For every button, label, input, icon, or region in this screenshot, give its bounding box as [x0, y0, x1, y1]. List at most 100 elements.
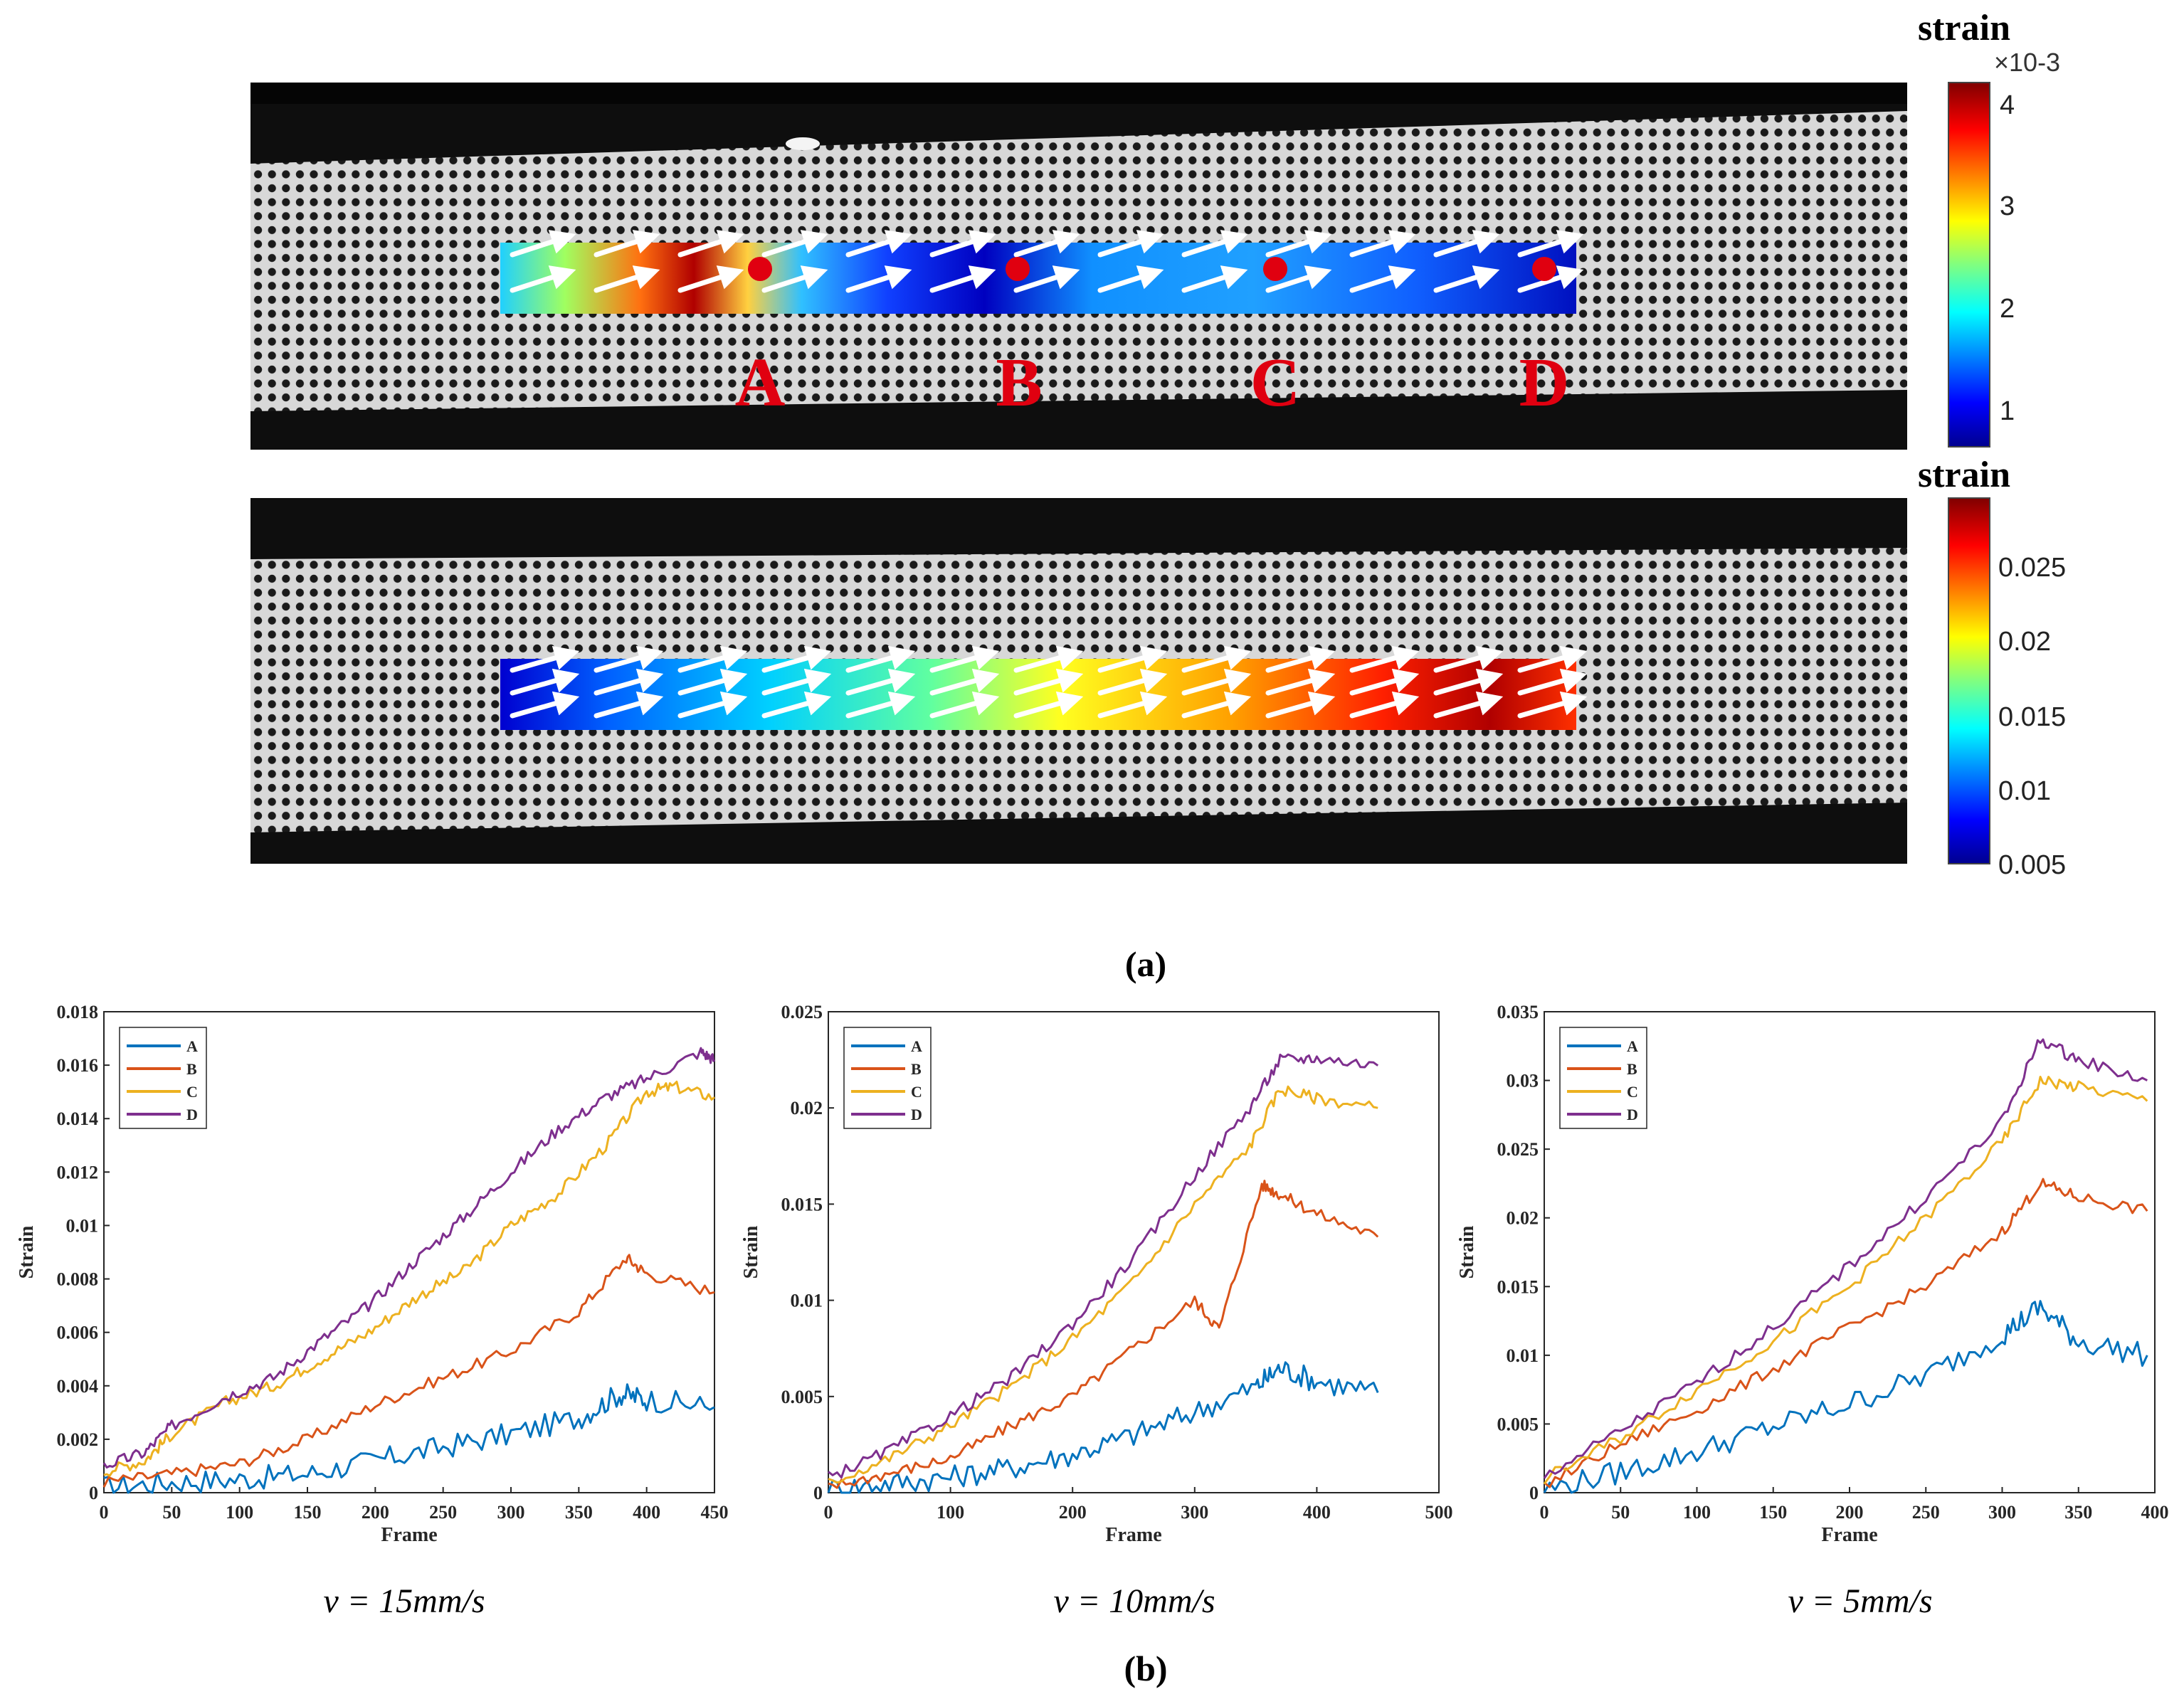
top-colorbar-tick: 2: [2000, 294, 2015, 324]
displacement-arrow: [1349, 230, 1416, 258]
displacement-arrow: [1517, 230, 1584, 258]
top-strain-map: A B C D: [250, 83, 1907, 450]
displacement-arrow: [1013, 668, 1084, 696]
y-tick-label: 0.01: [1507, 1345, 1539, 1366]
displacement-arrow: [1517, 265, 1584, 293]
series-line-b: [102, 1254, 715, 1488]
bottom-strain-map: [250, 498, 1907, 864]
y-tick-label: 0: [1529, 1483, 1539, 1503]
point-marker-a: [748, 257, 772, 281]
legend: [843, 1027, 932, 1129]
top-colorbar-tick: 1: [2000, 396, 2015, 426]
point-marker-b: [1006, 257, 1030, 281]
displacement-arrow: [594, 265, 660, 293]
y-tick-label: 0: [813, 1483, 823, 1503]
strain-chart-2: 0 100 200 300 400 500 0 0.005 0.01 0.015 0.02 0.025…: [740, 1002, 1453, 1546]
y-tick-label: 0.018: [57, 1002, 99, 1022]
displacement-arrow: [1181, 645, 1252, 673]
series-line-b: [828, 1180, 1379, 1489]
displacement-arrow: [1265, 668, 1336, 696]
displacement-arrow: [1349, 265, 1416, 293]
x-tick-label: 0: [1540, 1502, 1549, 1523]
y-tick-label: 0.008: [57, 1269, 99, 1290]
x-tick-label: 250: [1912, 1502, 1940, 1523]
series-line-a: [1543, 1300, 2148, 1494]
displacement-arrow: [845, 691, 916, 719]
strain-chart-1: 0 50 100 150 200 250 300 350 400 450 0 0.002 0.004 0.…: [16, 1002, 729, 1546]
y-tick-label: 0.025: [781, 1002, 823, 1022]
displacement-arrow: [1265, 230, 1332, 258]
displacement-arrow: [1097, 691, 1168, 719]
displacement-arrow: [677, 265, 744, 293]
x-tick-label: 150: [1759, 1502, 1787, 1523]
displacement-arrow: [594, 230, 660, 258]
x-axis-label: Frame: [1105, 1524, 1161, 1546]
displacement-arrow: [1181, 691, 1252, 719]
legend-label: B: [1627, 1060, 1637, 1078]
y-tick-label: 0.004: [57, 1376, 99, 1397]
x-tick-label: 100: [1683, 1502, 1711, 1523]
displacement-arrow: [1013, 230, 1080, 258]
velocity-label: v = 15mm/s: [323, 1582, 485, 1620]
displacement-arrow: [929, 668, 1000, 696]
y-tick-label: 0.01: [66, 1215, 99, 1236]
displacement-arrow: [1517, 668, 1588, 696]
y-axis-label: Strain: [740, 1225, 762, 1279]
top-colorbar-tick: 4: [2000, 90, 2015, 120]
displacement-arrow: [510, 645, 580, 673]
x-axis-label: Frame: [1821, 1524, 1877, 1546]
displacement-arrow: [1433, 265, 1500, 293]
displacement-arrow: [1349, 668, 1420, 696]
displacement-arrow: [1349, 691, 1420, 719]
x-tick-label: 150: [294, 1502, 322, 1523]
y-tick-label: 0.015: [781, 1194, 823, 1215]
y-tick-label: 0.035: [1497, 1002, 1539, 1022]
legend-label: A: [186, 1037, 198, 1055]
displacement-arrow: [1013, 265, 1080, 293]
x-axis-label: Frame: [381, 1524, 437, 1546]
displacement-arrow: [761, 230, 828, 258]
y-tick-label: 0.01: [791, 1291, 823, 1311]
displacement-arrow: [1517, 691, 1588, 719]
caption-b: (b): [1124, 1649, 1167, 1688]
displacement-arrow: [1265, 265, 1332, 293]
displacement-arrow: [845, 265, 912, 293]
displacement-arrow: [929, 645, 1000, 673]
displacement-arrow: [1433, 668, 1504, 696]
x-tick-label: 250: [429, 1502, 457, 1523]
displacement-arrows: [510, 645, 1588, 719]
displacement-arrow: [1181, 668, 1252, 696]
bottom-colorbar-tick: 0.02: [1998, 627, 2051, 657]
top-colorbar-title: strain: [1918, 8, 2010, 48]
y-tick-label: 0.006: [57, 1323, 99, 1343]
x-tick-label: 500: [1425, 1502, 1453, 1523]
bottom-colorbar-tick: 0.015: [1998, 702, 2066, 732]
y-tick-label: 0.015: [1497, 1276, 1539, 1297]
top-colorbar: strain ×10-3 4 3 2 1: [1918, 8, 2060, 448]
bottom-colorbar-tick: 0.01: [1998, 776, 2051, 806]
y-axis-label: Strain: [1456, 1225, 1478, 1279]
top-colorbar-exponent: ×10-3: [1994, 48, 2060, 77]
displacement-arrow: [594, 645, 664, 673]
displacement-arrow: [845, 668, 916, 696]
legend-label: D: [911, 1106, 922, 1123]
displacement-arrow: [677, 230, 744, 258]
legend-label: A: [1627, 1037, 1638, 1055]
x-tick-label: 200: [362, 1502, 389, 1523]
displacement-arrow: [929, 265, 996, 293]
legend-label: B: [186, 1060, 197, 1078]
x-tick-label: 0: [824, 1502, 833, 1523]
x-tick-label: 200: [1836, 1502, 1864, 1523]
legend-label: C: [186, 1083, 198, 1101]
displacement-arrow: [594, 691, 664, 719]
legend-label: C: [911, 1083, 922, 1101]
x-tick-label: 450: [701, 1502, 729, 1523]
displacement-arrow: [1181, 230, 1248, 258]
series-line-a: [103, 1383, 715, 1494]
bottom-colorbar-tick: 0.005: [1998, 850, 2066, 880]
series-line-c: [1543, 1076, 2148, 1485]
x-tick-label: 400: [2141, 1502, 2169, 1523]
point-marker-d: [1532, 257, 1556, 281]
legend-label: D: [1627, 1106, 1638, 1123]
